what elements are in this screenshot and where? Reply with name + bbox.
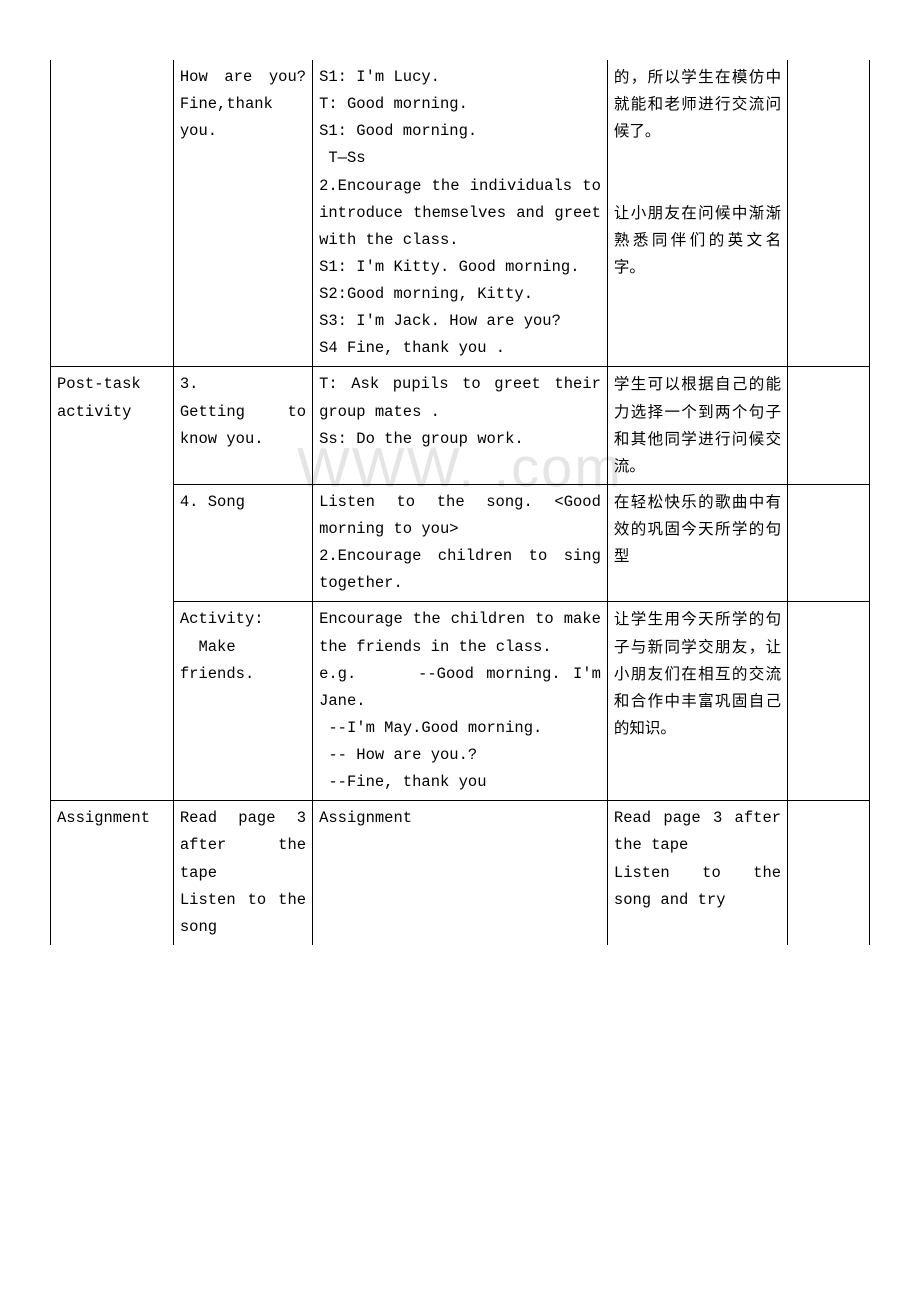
page: WWW. .com How are you? Fine,thank you. S… xyxy=(50,60,870,945)
table-body: How are you? Fine,thank you. S1: I'm Luc… xyxy=(51,60,870,945)
cell-note xyxy=(788,602,870,801)
cell-content: 3. Getting to know you. xyxy=(173,367,312,485)
cell-stage xyxy=(51,60,174,367)
cell-procedure: Encourage the children to make the frien… xyxy=(313,602,608,801)
table-row: 4. Song Listen to the song. <Good mornin… xyxy=(51,484,870,602)
cell-note xyxy=(788,367,870,485)
cell-note xyxy=(788,484,870,602)
cell-note xyxy=(788,60,870,367)
cell-stage: Assignment xyxy=(51,801,174,945)
cell-purpose: 的，所以学生在模仿中就能和老师进行交流问候了。 让小朋友在问候中渐渐熟悉同伴们的… xyxy=(607,60,787,367)
cell-content: How are you? Fine,thank you. xyxy=(173,60,312,367)
table-row: How are you? Fine,thank you. S1: I'm Luc… xyxy=(51,60,870,367)
cell-note xyxy=(788,801,870,945)
cell-procedure: T: Ask pupils to greet their group mates… xyxy=(313,367,608,485)
cell-content: Activity: Make friends. xyxy=(173,602,312,801)
cell-stage: Post-task activity xyxy=(51,367,174,801)
cell-purpose: Read page 3 after the tape Listen to the… xyxy=(607,801,787,945)
cell-purpose: 让学生用今天所学的句子与新同学交朋友，让小朋友们在相互的交流和合作中丰富巩固自己… xyxy=(607,602,787,801)
cell-procedure: Assignment xyxy=(313,801,608,945)
cell-procedure: Listen to the song. <Good morning to you… xyxy=(313,484,608,602)
cell-content: 4. Song xyxy=(173,484,312,602)
table-row: Post-task activity 3. Getting to know yo… xyxy=(51,367,870,485)
table-row: Assignment Read page 3 after the tape Li… xyxy=(51,801,870,945)
cell-purpose: 学生可以根据自己的能力选择一个到两个句子和其他同学进行问候交流。 xyxy=(607,367,787,485)
cell-content: Read page 3 after the tape Listen to the… xyxy=(173,801,312,945)
table-row: Activity: Make friends. Encourage the ch… xyxy=(51,602,870,801)
lesson-table: How are you? Fine,thank you. S1: I'm Luc… xyxy=(50,60,870,945)
cell-purpose: 在轻松快乐的歌曲中有效的巩固今天所学的句型 xyxy=(607,484,787,602)
cell-procedure: S1: I'm Lucy. T: Good morning. S1: Good … xyxy=(313,60,608,367)
